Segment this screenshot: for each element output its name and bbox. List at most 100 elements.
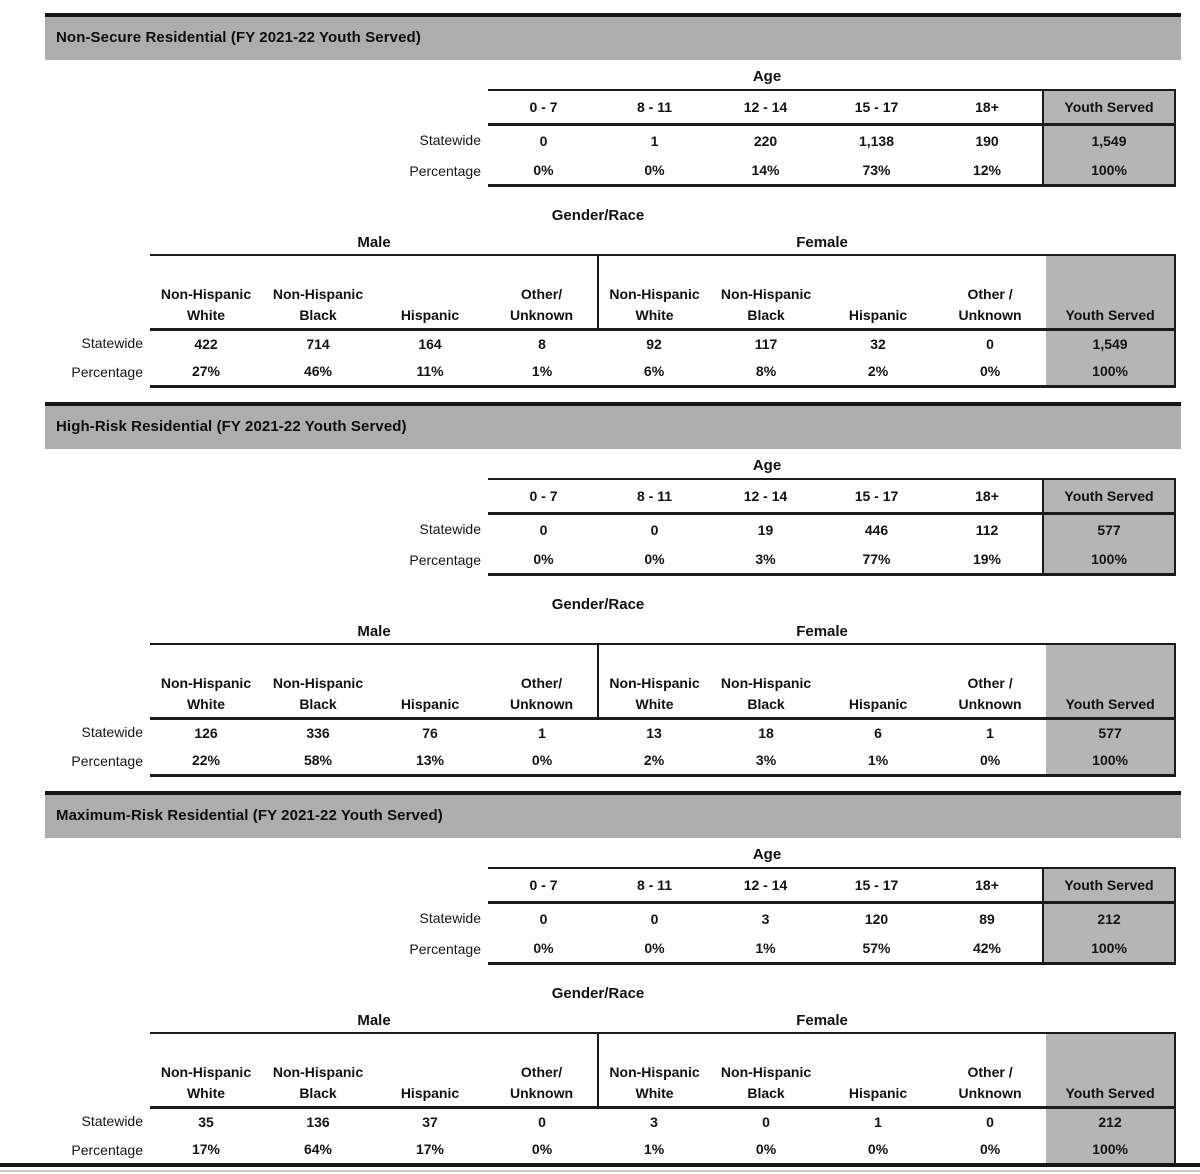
cell-value: 12% — [932, 156, 1043, 187]
female-header: Female — [598, 619, 1047, 645]
cell-value: 8% — [710, 357, 823, 388]
cell-value: 58% — [262, 746, 374, 777]
age-table-title: Age — [752, 68, 782, 85]
cell-value: 46% — [262, 357, 374, 388]
total-cell: 577 — [1046, 718, 1177, 746]
row-label: Statewide — [81, 335, 143, 352]
cell-value: 0% — [934, 357, 1047, 388]
cell-value: 17% — [374, 1135, 486, 1166]
cell-value: 6 — [874, 725, 882, 741]
cell-value: 11% — [374, 357, 486, 388]
col-header: Non-Hispanic White — [598, 1033, 711, 1109]
youth-served-header: Youth Served — [1042, 867, 1176, 904]
youth-served-header: Youth Served — [1042, 89, 1176, 126]
row-label: Percentage — [71, 752, 143, 769]
row-label: Statewide — [81, 1113, 143, 1130]
cell-value: 14% — [710, 156, 821, 187]
cell-value: 3% — [710, 545, 821, 576]
gender-race-table: Male Female Non-Hispanic White Non-Hispa… — [60, 230, 1177, 388]
cell-value: 190 — [975, 133, 999, 149]
spacer-cell — [1046, 619, 1176, 645]
cell-value: 2% — [822, 357, 935, 388]
col-header: 12 - 14 — [710, 867, 821, 904]
cell-value: 92 — [646, 336, 662, 352]
cell-value: 0 — [538, 1114, 546, 1130]
col-header: 0 - 7 — [488, 867, 599, 904]
col-header: Non-Hispanic Black — [262, 255, 374, 331]
total-cell: 100% — [1046, 357, 1177, 388]
cell-value: 422 — [194, 336, 218, 352]
male-header: Male — [150, 1008, 599, 1034]
row-label: Statewide — [419, 910, 481, 927]
col-header: 8 - 11 — [599, 89, 710, 126]
cell-value: 1% — [486, 357, 599, 388]
cell-value: 714 — [306, 336, 330, 352]
cell-value: 18 — [758, 725, 774, 741]
table-header-row: Male Female — [60, 619, 1176, 645]
female-header: Female — [598, 1008, 1047, 1034]
spacer-cell — [60, 230, 150, 255]
cell-value: 35 — [198, 1114, 214, 1130]
col-header: Non-Hispanic Black — [262, 644, 374, 720]
col-header: Hispanic — [374, 255, 486, 331]
col-header: Non-Hispanic White — [150, 644, 262, 720]
cell-value: 1 — [986, 725, 994, 741]
cell-value: 0 — [539, 911, 548, 927]
cell-value: 13 — [646, 725, 662, 741]
total-cell: 100% — [1042, 545, 1176, 576]
spacer-cell — [1046, 1008, 1176, 1034]
cell-value: 2% — [598, 746, 711, 777]
cell-value: 220 — [753, 133, 778, 149]
cell-value: 117 — [754, 336, 778, 352]
age-table: 0 - 7 8 - 11 12 - 14 15 - 17 18+ Youth S… — [300, 478, 1176, 576]
table-row: Percentage 17% 64% 17% 0% 1% 0% 0% 0% 10… — [60, 1135, 1177, 1166]
spacer-cell — [60, 1033, 150, 1108]
cell-value: 32 — [870, 336, 886, 352]
gender-race-table: Male Female Non-Hispanic White Non-Hispa… — [60, 619, 1177, 777]
cell-value: 0% — [599, 545, 710, 576]
row-label: Statewide — [81, 724, 143, 741]
spacer-cell — [60, 644, 150, 719]
col-header: Non-Hispanic White — [598, 255, 711, 331]
section-highrisk: High-Risk Residential (FY 2021-22 Youth … — [0, 402, 1200, 777]
col-header: 18+ — [932, 89, 1043, 126]
page-bottom-border-shadow — [0, 1170, 1200, 1172]
cell-value: 0% — [488, 934, 599, 965]
cell-value: 0 — [650, 911, 659, 927]
col-header: 15 - 17 — [821, 89, 932, 126]
age-table: 0 - 7 8 - 11 12 - 14 15 - 17 18+ Youth S… — [300, 867, 1176, 965]
age-table-title: Age — [752, 457, 782, 474]
cell-value: 42% — [932, 934, 1043, 965]
age-table: 0 - 7 8 - 11 12 - 14 15 - 17 18+ Youth S… — [300, 89, 1176, 187]
gender-race-table: Male Female Non-Hispanic White Non-Hispa… — [60, 1008, 1177, 1166]
table-header-row: Non-Hispanic White Non-Hispanic Black Hi… — [60, 644, 1177, 720]
table-row: Statewide 126 336 76 1 13 18 6 1 577 — [60, 718, 1177, 746]
gender-race-table-title: Gender/Race — [551, 985, 645, 1002]
col-header: Hispanic — [822, 644, 935, 720]
table-row: Statewide 35 136 37 0 3 0 1 0 212 — [60, 1107, 1177, 1135]
table-row: Percentage 22% 58% 13% 0% 2% 3% 1% 0% 10… — [60, 746, 1177, 777]
spacer-cell — [60, 619, 150, 644]
table-header-row: Non-Hispanic White Non-Hispanic Black Hi… — [60, 1033, 1177, 1109]
cell-value: 0 — [539, 522, 548, 538]
cell-value: 0% — [488, 156, 599, 187]
table-header-row: 0 - 7 8 - 11 12 - 14 15 - 17 18+ Youth S… — [300, 867, 1176, 904]
col-header: 12 - 14 — [710, 478, 821, 515]
total-cell: 212 — [1042, 902, 1176, 934]
cell-value: 0% — [486, 1135, 599, 1166]
gender-race-table-title: Gender/Race — [551, 207, 645, 224]
col-header: Non-Hispanic Black — [710, 1033, 823, 1109]
section-header-maxrisk: Maximum-Risk Residential (FY 2021-22 You… — [45, 791, 1181, 838]
total-cell: 100% — [1042, 156, 1176, 187]
row-label: Percentage — [71, 363, 143, 380]
cell-value: 3 — [650, 1114, 658, 1130]
gender-race-table-title: Gender/Race — [551, 596, 645, 613]
col-header: 18+ — [932, 478, 1043, 515]
row-label: Percentage — [409, 162, 481, 179]
col-header: Hispanic — [374, 1033, 486, 1109]
col-header: Non-Hispanic Black — [710, 644, 823, 720]
cell-value: 17% — [150, 1135, 262, 1166]
col-header: Non-Hispanic Black — [262, 1033, 374, 1109]
cell-value: 0% — [822, 1135, 935, 1166]
table-row: Statewide 422 714 164 8 92 117 32 0 1,54… — [60, 329, 1177, 357]
